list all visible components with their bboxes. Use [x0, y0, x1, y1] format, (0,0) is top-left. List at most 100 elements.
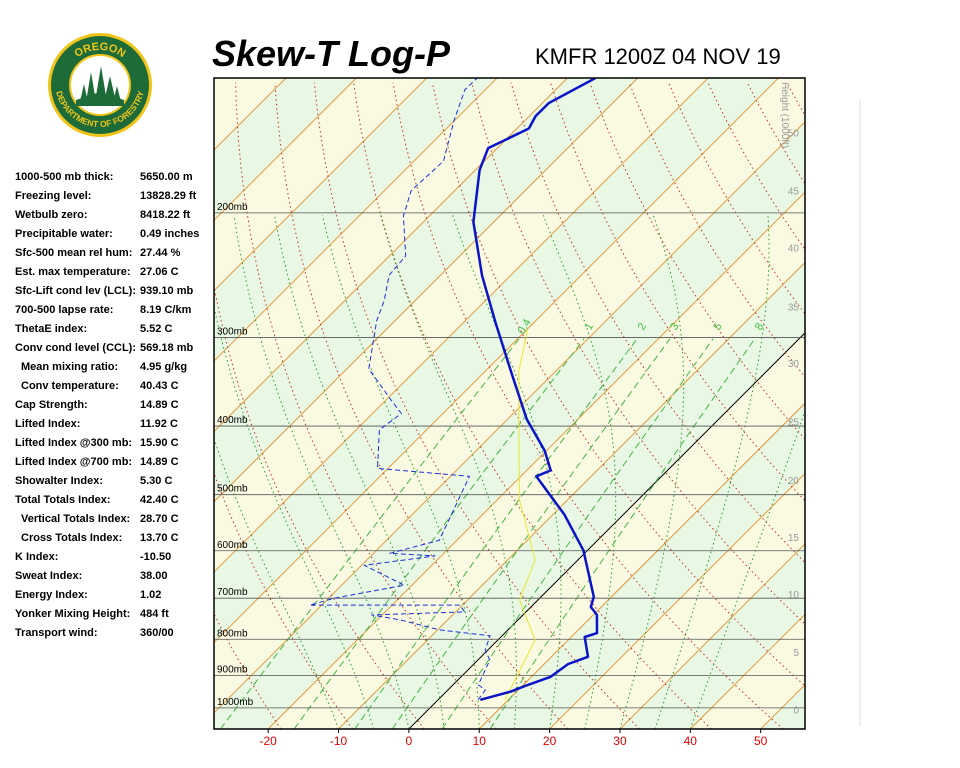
height-axis-label: Height (1000ft)	[779, 82, 790, 148]
index-label: Sfc-Lift cond lev (LCL):	[15, 285, 136, 297]
dry-adiabat	[510, 82, 805, 564]
index-value: 5650.00 m	[140, 171, 193, 183]
index-value: 939.10 mb	[140, 285, 193, 297]
logo-top-path: OREGON	[72, 41, 127, 60]
dry-adiabat	[214, 472, 354, 729]
mixing-ratio-line	[354, 338, 638, 729]
profile-parcel	[504, 330, 536, 701]
isotherm	[549, 472, 805, 729]
dry-adiabat	[865, 83, 960, 729]
index-value: 15.90 C	[140, 437, 179, 449]
dry-adiabat	[274, 82, 569, 729]
index-label: Total Totals Index:	[15, 494, 111, 506]
isotherm	[214, 78, 568, 433]
x-tick-label: 0	[406, 734, 413, 748]
isotherm	[214, 78, 639, 503]
pressure-tick-label: 800mb	[217, 628, 248, 639]
index-label: Lifted Index @300 mb:	[15, 437, 132, 449]
x-tick-label: -20	[260, 734, 278, 748]
profile-temperature	[472, 78, 599, 702]
mixing-ratio-line	[391, 338, 671, 729]
height-tick-label: 15	[788, 533, 800, 544]
isotherm	[214, 78, 709, 573]
mixing-ratio-label: 8	[753, 321, 766, 332]
indices-table: 1000-500 mb thick: 5650.00 m Freezing leve…	[15, 171, 199, 639]
x-tick-label: 40	[684, 734, 698, 748]
dry-adiabat	[353, 82, 712, 729]
station-header: KMFR 1200Z 04 NOV 19	[535, 44, 781, 69]
index-value: 13.70 C	[140, 532, 179, 544]
index-label: Cap Strength:	[15, 399, 88, 411]
index-label: Yonker Mixing Height:	[15, 608, 130, 620]
x-tick-label: 20	[543, 734, 557, 748]
index-value: 14.89 C	[140, 399, 179, 411]
pressure-tick-label: 600mb	[217, 540, 248, 551]
index-label: Cross Totals Index:	[21, 532, 122, 544]
logo-top-text: OREGON	[72, 41, 127, 60]
index-label: 1000-500 mb thick:	[15, 171, 113, 183]
height-tick-label: 40	[788, 244, 800, 255]
dry-adiabat	[786, 82, 805, 117]
index-value: 4.95 g/kg	[140, 361, 187, 373]
dry-adiabat	[944, 83, 960, 729]
mixing-ratio-line	[293, 338, 585, 729]
logo-trees	[80, 66, 121, 102]
index-label: Transport wind:	[15, 627, 98, 639]
index-label: Sweat Index:	[15, 570, 82, 582]
index-label: Sfc-500 mean rel hum:	[15, 247, 132, 259]
height-tick-label: 50	[788, 128, 800, 139]
index-label: Showalter Index:	[15, 475, 103, 487]
x-tick-label: -10	[330, 734, 348, 748]
profile-dewpoint	[309, 78, 491, 701]
index-value: 14.89 C	[140, 456, 179, 468]
height-tick-label: 20	[788, 476, 800, 487]
index-value: -10.50	[140, 551, 171, 563]
index-label: Mean mixing ratio:	[21, 361, 118, 373]
index-label: K Index:	[15, 551, 58, 563]
height-tick-label: 25	[788, 417, 800, 428]
index-value: 0.49 inches	[140, 228, 199, 240]
dry-adiabat	[826, 83, 960, 729]
isotherm	[214, 78, 498, 362]
index-value: 42.40 C	[140, 494, 179, 506]
dry-adiabat	[214, 284, 425, 729]
index-value: 11.92 C	[140, 418, 178, 430]
mixing-ratio-line	[220, 338, 520, 729]
index-value: 38.00	[140, 570, 168, 582]
index-value: 5.52 C	[140, 323, 172, 335]
mixing-ratio-label: 5	[711, 321, 724, 332]
moist-adiabat	[689, 409, 805, 729]
isotherm	[214, 78, 779, 644]
index-label: Conv temperature:	[21, 380, 119, 392]
index-label: Wetbulb zero:	[15, 209, 88, 221]
moist-adiabat	[274, 215, 445, 729]
pressure-tick-label: 500mb	[217, 484, 248, 495]
band	[214, 78, 805, 713]
mixing-ratio-label: 2	[636, 321, 649, 332]
zero-isotherm	[408, 332, 805, 729]
isotherm	[214, 78, 357, 222]
mixing-ratio-line	[441, 338, 714, 729]
index-label: Lifted Index @700 mb:	[15, 456, 132, 468]
index-value: 5.30 C	[140, 475, 172, 487]
index-label: Precipitable water:	[15, 228, 113, 240]
index-value: 27.44 %	[140, 247, 181, 259]
x-tick-label: 30	[613, 734, 627, 748]
index-value: 13828.29 ft	[140, 190, 197, 202]
index-value: 1.02	[140, 589, 161, 601]
mixing-ratio-label: 3	[668, 321, 681, 332]
x-tick-label: 50	[754, 734, 768, 748]
mixing-ratio-label: 1	[583, 321, 596, 332]
index-value: 28.70 C	[140, 513, 179, 525]
pressure-tick-label: 300mb	[217, 327, 248, 338]
plot-overlay: 0.4 1 2 3 5 8200mb300mb400mb500mb600mb700mb80…	[217, 82, 799, 748]
index-value: 569.18 mb	[140, 342, 193, 354]
plot-frame	[213, 77, 806, 730]
index-label: Lifted Index:	[15, 418, 80, 430]
index-value: 27.06 C	[140, 266, 179, 278]
index-label: Energy Index:	[15, 589, 88, 601]
dry-adiabat	[905, 83, 960, 729]
index-value: 8.19 C/km	[140, 304, 192, 316]
index-value: 40.43 C	[140, 380, 179, 392]
